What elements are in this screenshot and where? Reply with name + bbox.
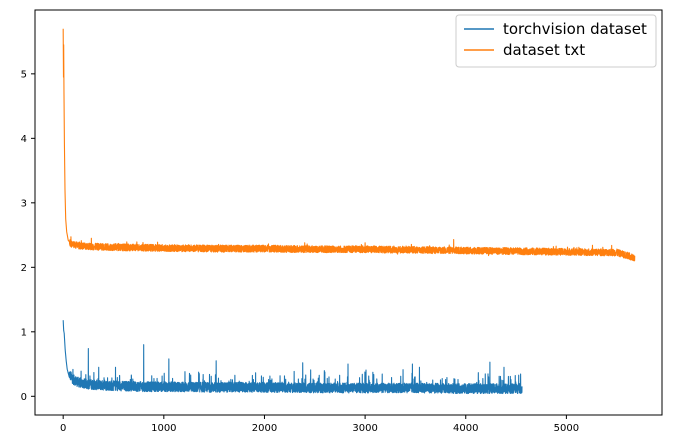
legend-box	[455, 14, 657, 68]
plot-frame	[34, 9, 663, 416]
x-tick-label: 0	[60, 423, 66, 434]
y-tick-label: 2	[21, 263, 27, 274]
y-tick-label: 3	[21, 198, 27, 209]
series-line-torchvision-dataset	[62, 320, 523, 395]
series-line-dataset-txt	[62, 28, 636, 262]
x-tick-label: 3000	[352, 423, 377, 434]
legend-label-dataset-txt: dataset txt	[503, 41, 585, 59]
legend: torchvision dataset dataset txt	[455, 14, 657, 68]
x-tick-label: 1000	[151, 423, 176, 434]
legend-label-torchvision-dataset: torchvision dataset	[503, 20, 647, 38]
x-axis: 0 1000 2000 3000 4000 5000	[60, 415, 579, 434]
x-tick-label: 4000	[453, 423, 478, 434]
y-tick-label: 5	[21, 69, 27, 80]
y-tick-label: 4	[21, 134, 27, 145]
y-tick-label: 0	[21, 392, 27, 403]
x-tick-label: 5000	[554, 423, 579, 434]
y-axis: 0 1 2 3 4 5	[21, 69, 35, 403]
plot-lines	[62, 28, 636, 395]
y-tick-label: 1	[21, 327, 27, 338]
x-tick-label: 2000	[252, 423, 277, 434]
